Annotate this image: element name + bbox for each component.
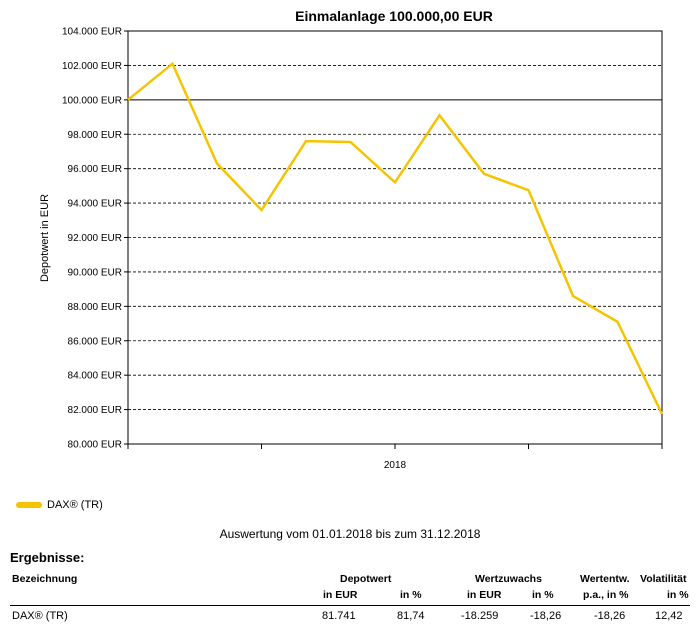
col-header-wz-pct: in % bbox=[532, 589, 554, 601]
row-depot-eur: 81.741 bbox=[322, 610, 356, 622]
col-header-wertentw: Wertentw. bbox=[580, 573, 630, 585]
col-header-wertentw-sub: p.a., in % bbox=[583, 589, 629, 601]
row-depot-pct: 81,74 bbox=[397, 610, 425, 622]
y-tick-label: 82.000 EUR bbox=[68, 405, 122, 416]
col-header-wz-eur: in EUR bbox=[467, 589, 502, 601]
row-wertentw: -18,26 bbox=[594, 610, 626, 622]
series-layer bbox=[127, 61, 664, 415]
col-header-volatilitaet: Volatilität bbox=[640, 573, 687, 585]
y-tick-label: 98.000 EUR bbox=[68, 130, 122, 141]
period-prefix: Auswertung vom bbox=[219, 527, 313, 541]
y-axis-label: Depotwert in EUR bbox=[39, 194, 51, 282]
results-title: Ergebnisse: bbox=[10, 550, 85, 565]
y-tick-label: 96.000 EUR bbox=[68, 164, 122, 175]
x-axis-ticks: 2018 bbox=[127, 444, 663, 471]
y-tick-label: 94.000 EUR bbox=[68, 199, 122, 210]
y-tick-label: 84.000 EUR bbox=[68, 371, 122, 382]
row-wz-eur: -18.259 bbox=[461, 610, 499, 622]
row-wz-pct: -18,26 bbox=[530, 610, 562, 622]
col-header-wertzuwachs: Wertzuwachs bbox=[475, 573, 542, 585]
y-tick-label: 100.000 EUR bbox=[62, 95, 122, 106]
period-to: 31.12.2018 bbox=[420, 527, 481, 541]
y-tick-label: 86.000 EUR bbox=[68, 336, 122, 347]
series-line bbox=[127, 61, 664, 415]
row-volatilitaet: 12,42 bbox=[655, 610, 683, 622]
y-tick-label: 90.000 EUR bbox=[68, 267, 122, 278]
legend: DAX® (TR) bbox=[16, 498, 103, 512]
y-tick-label: 92.000 EUR bbox=[68, 233, 122, 244]
table-divider bbox=[10, 605, 690, 606]
col-header-depot-eur: in EUR bbox=[323, 589, 358, 601]
col-header-depot-pct: in % bbox=[400, 589, 422, 601]
col-header-vol-sub: in % bbox=[667, 589, 689, 601]
gridlines bbox=[128, 65, 662, 410]
y-tick-label: 88.000 EUR bbox=[68, 302, 122, 313]
row-name: DAX® (TR) bbox=[12, 610, 68, 622]
col-header-name: Bezeichnung bbox=[12, 573, 78, 585]
legend-swatch bbox=[16, 502, 42, 508]
y-axis-ticks: 80.000 EUR 82.000 EUR 84.000 EUR 86.000 EUR… bbox=[62, 27, 128, 451]
col-header-depotwert: Depotwert bbox=[340, 573, 392, 585]
y-tick-label: 80.000 EUR bbox=[68, 440, 122, 451]
legend-label: DAX® (TR) bbox=[47, 499, 103, 511]
period-from: 01.01.2018 bbox=[312, 527, 373, 541]
y-tick-label: 102.000 EUR bbox=[62, 61, 122, 72]
line-chart: Einmalanlage 100.000,00 EUR 80.000 EUR 82… bbox=[39, 8, 664, 471]
evaluation-period: Auswertung vom 01.01.2018 bis zum 31.12.… bbox=[0, 527, 700, 541]
x-tick-label: 2018 bbox=[384, 460, 407, 471]
y-tick-label: 104.000 EUR bbox=[62, 27, 122, 38]
chart-title: Einmalanlage 100.000,00 EUR bbox=[295, 8, 493, 24]
period-middle: bis zum bbox=[372, 527, 421, 541]
